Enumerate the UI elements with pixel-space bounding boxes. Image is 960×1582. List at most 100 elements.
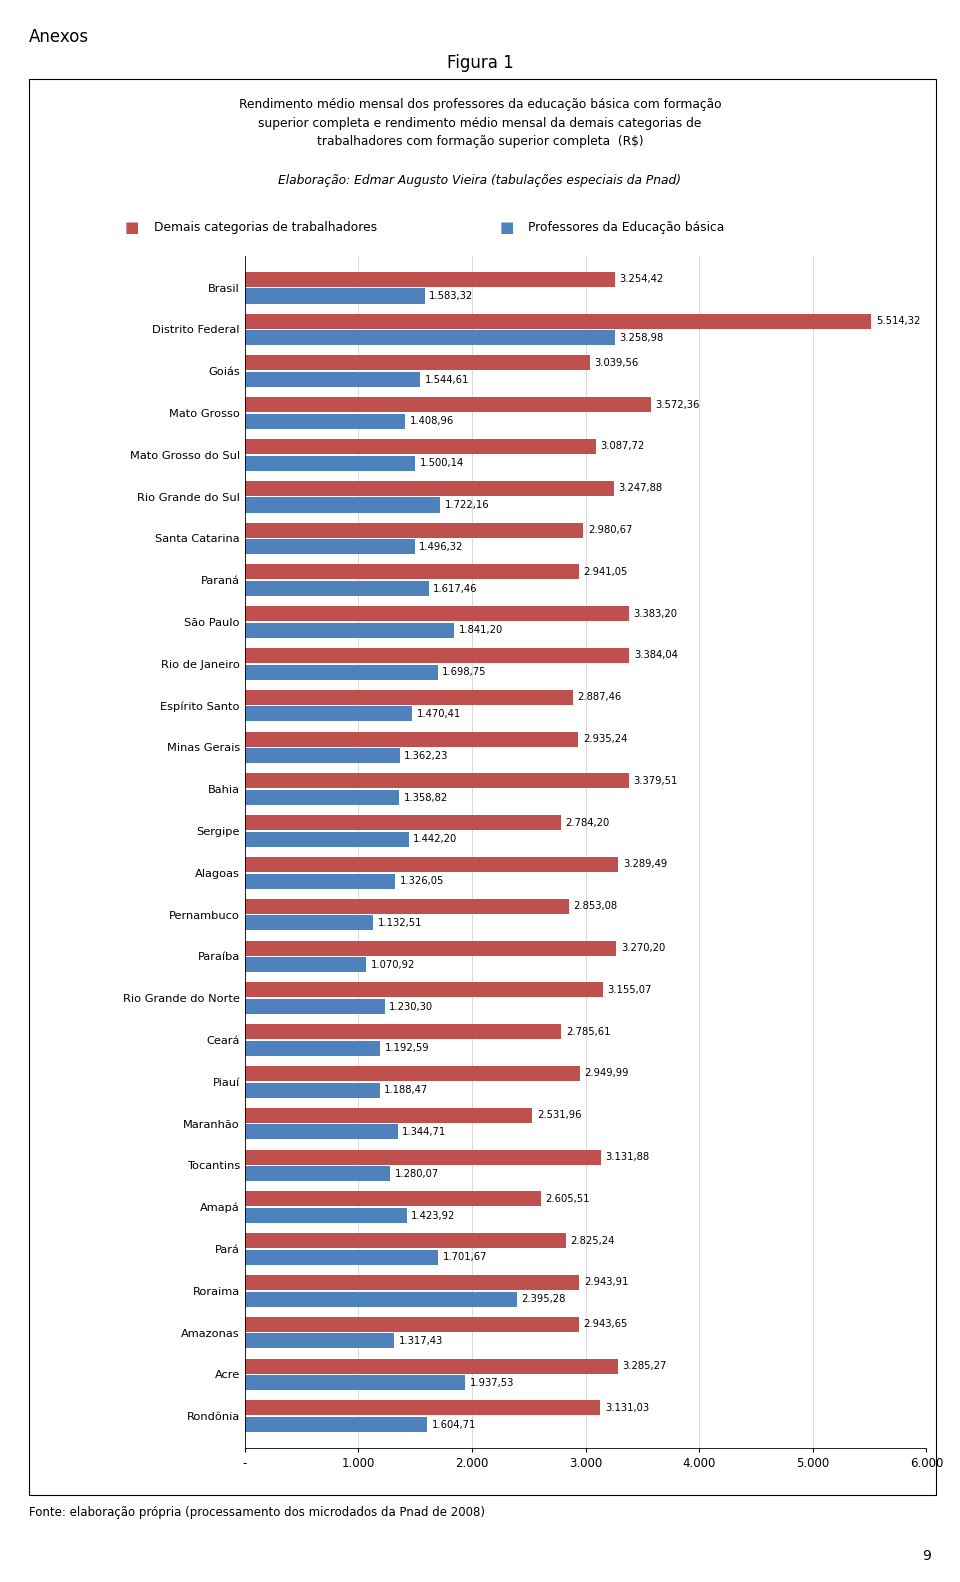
Text: 1.344,71: 1.344,71: [402, 1126, 446, 1137]
Text: 3.087,72: 3.087,72: [600, 441, 644, 451]
Text: 2.935,24: 2.935,24: [583, 734, 627, 744]
Bar: [245, 748, 399, 763]
Bar: [245, 1316, 579, 1332]
Bar: [245, 581, 428, 596]
Text: 2.395,28: 2.395,28: [521, 1294, 565, 1304]
Bar: [245, 832, 409, 846]
Text: 3.131,03: 3.131,03: [605, 1403, 649, 1413]
Text: 3.285,27: 3.285,27: [622, 1361, 667, 1372]
Text: 2.980,67: 2.980,67: [588, 525, 633, 535]
Text: 2.784,20: 2.784,20: [565, 818, 610, 827]
Text: 2.825,24: 2.825,24: [570, 1236, 614, 1245]
Text: 2.949,99: 2.949,99: [585, 1068, 629, 1079]
Bar: [245, 1275, 579, 1289]
Bar: [245, 456, 416, 471]
Text: 1.544,61: 1.544,61: [425, 375, 469, 384]
Bar: [245, 857, 618, 872]
Bar: [245, 899, 569, 914]
Text: 1.583,32: 1.583,32: [429, 291, 473, 301]
Bar: [245, 1232, 565, 1248]
Bar: [245, 565, 579, 579]
Bar: [245, 1417, 427, 1432]
Bar: [245, 438, 595, 454]
Text: 3.039,56: 3.039,56: [594, 358, 639, 369]
Text: 1.937,53: 1.937,53: [469, 1378, 514, 1387]
Bar: [245, 957, 367, 973]
Bar: [245, 1125, 397, 1139]
Text: Professores da Educação básica: Professores da Educação básica: [528, 221, 724, 234]
Bar: [245, 1291, 516, 1307]
Text: 1.230,30: 1.230,30: [389, 1001, 433, 1011]
Bar: [245, 982, 603, 997]
Text: 3.254,42: 3.254,42: [619, 274, 663, 285]
Bar: [245, 707, 412, 721]
Bar: [245, 1024, 562, 1039]
Text: 1.317,43: 1.317,43: [399, 1335, 444, 1346]
Text: 1.500,14: 1.500,14: [420, 459, 464, 468]
Bar: [245, 815, 561, 831]
Bar: [245, 873, 396, 889]
Text: 1.362,23: 1.362,23: [404, 751, 448, 761]
Text: 2.887,46: 2.887,46: [577, 693, 622, 702]
Text: Fonte: elaboração própria (processamento dos microdados da Pnad de 2008): Fonte: elaboração própria (processamento…: [29, 1506, 485, 1519]
Bar: [245, 789, 399, 805]
Bar: [245, 774, 629, 788]
Bar: [245, 1375, 465, 1391]
Bar: [245, 1209, 406, 1223]
Bar: [245, 522, 584, 538]
Text: Elaboração: Edmar Augusto Vieira (tabulações especiais da Pnad): Elaboração: Edmar Augusto Vieira (tabula…: [278, 174, 682, 187]
Text: 1.070,92: 1.070,92: [371, 960, 416, 970]
Bar: [245, 649, 629, 663]
Text: 3.384,04: 3.384,04: [634, 650, 678, 660]
Text: 3.289,49: 3.289,49: [623, 859, 667, 870]
Bar: [245, 1400, 601, 1416]
Text: 3.383,20: 3.383,20: [634, 609, 678, 619]
Text: 2.605,51: 2.605,51: [545, 1194, 589, 1204]
Bar: [245, 1041, 380, 1055]
Bar: [245, 372, 420, 388]
Bar: [245, 623, 454, 638]
Bar: [245, 397, 651, 413]
Bar: [245, 606, 629, 622]
Text: 2.943,65: 2.943,65: [584, 1319, 628, 1329]
Bar: [245, 1359, 618, 1373]
Text: Figura 1: Figura 1: [446, 54, 514, 71]
Text: 2.943,91: 2.943,91: [584, 1277, 628, 1288]
Bar: [245, 313, 872, 329]
Bar: [245, 1166, 390, 1182]
Text: 1.841,20: 1.841,20: [459, 625, 503, 636]
Text: 3.572,36: 3.572,36: [655, 400, 700, 410]
Text: 1.701,67: 1.701,67: [443, 1253, 487, 1262]
Text: 3.247,88: 3.247,88: [618, 483, 662, 494]
Text: 1.358,82: 1.358,82: [404, 793, 448, 802]
Bar: [245, 941, 616, 956]
Bar: [245, 1334, 395, 1348]
Text: 3.270,20: 3.270,20: [621, 943, 665, 952]
Text: 1.722,16: 1.722,16: [445, 500, 490, 509]
Text: 1.408,96: 1.408,96: [409, 416, 454, 427]
Bar: [245, 690, 573, 704]
Text: 1.326,05: 1.326,05: [400, 876, 444, 886]
Text: 1.188,47: 1.188,47: [384, 1085, 428, 1095]
Text: 3.258,98: 3.258,98: [619, 332, 663, 343]
Bar: [245, 356, 590, 370]
Text: 5.514,32: 5.514,32: [876, 316, 920, 326]
Text: 9: 9: [923, 1549, 931, 1563]
Text: 1.496,32: 1.496,32: [420, 541, 464, 552]
Text: 2.531,96: 2.531,96: [537, 1111, 582, 1120]
Bar: [245, 1250, 438, 1266]
Bar: [245, 1107, 533, 1123]
Text: 1.280,07: 1.280,07: [395, 1169, 439, 1179]
Bar: [245, 1000, 385, 1014]
Text: 1.192,59: 1.192,59: [385, 1044, 429, 1054]
Bar: [245, 1191, 540, 1207]
Text: ■: ■: [125, 220, 139, 236]
Bar: [245, 272, 614, 286]
Text: 1.617,46: 1.617,46: [433, 584, 477, 593]
Bar: [245, 916, 373, 930]
Text: Rendimento médio mensal dos professores da educação básica com formação
superior: Rendimento médio mensal dos professores …: [239, 98, 721, 149]
Text: Demais categorias de trabalhadores: Demais categorias de trabalhadores: [154, 221, 376, 234]
Bar: [245, 664, 438, 680]
Text: 1.132,51: 1.132,51: [378, 918, 422, 929]
Bar: [245, 539, 415, 554]
